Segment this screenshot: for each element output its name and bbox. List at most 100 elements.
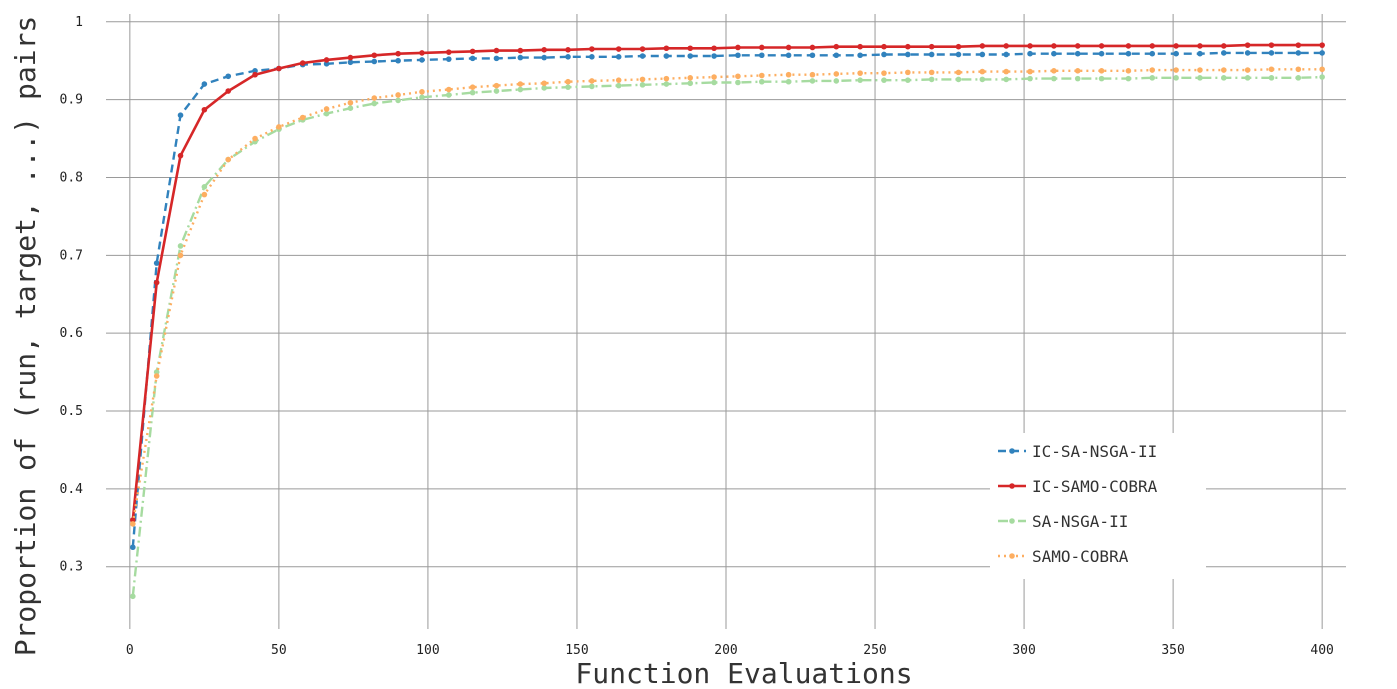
- data-point: [395, 97, 401, 104]
- data-point: [445, 49, 452, 55]
- data-point: [252, 68, 258, 74]
- data-point: [276, 65, 282, 72]
- series-samo-cobra: [130, 66, 1325, 527]
- y-tick-label: 0.5: [60, 404, 83, 419]
- data-point: [928, 43, 935, 50]
- data-point: [1051, 43, 1057, 49]
- y-tick-label: 0.9: [60, 93, 83, 108]
- data-point: [130, 544, 136, 551]
- data-point: [711, 79, 717, 86]
- data-point: [735, 73, 741, 80]
- data-point: [419, 94, 425, 101]
- data-point: [711, 45, 717, 52]
- data-point: [1149, 67, 1156, 73]
- data-point: [928, 51, 935, 58]
- data-point: [1051, 75, 1057, 82]
- data-point: [1027, 75, 1033, 82]
- data-point: [153, 279, 160, 286]
- data-point: [252, 71, 258, 78]
- data-point: [1173, 67, 1179, 73]
- data-point: [323, 106, 330, 112]
- data-point: [589, 54, 595, 60]
- data-point: [979, 43, 986, 49]
- data-point: [347, 59, 354, 66]
- x-tick-label: 200: [714, 643, 737, 658]
- data-point: [1074, 50, 1081, 57]
- data-point: [955, 51, 962, 58]
- data-point: [928, 69, 935, 76]
- legend-marker: [1009, 483, 1015, 489]
- x-tick-label: 150: [565, 643, 588, 658]
- data-point: [371, 100, 378, 107]
- x-tick-label: 50: [271, 643, 287, 658]
- data-point: [1220, 75, 1227, 81]
- data-point: [1244, 67, 1251, 73]
- series-line: [131, 68, 1323, 525]
- legend-item: IC-SA-NSGA-II: [998, 442, 1157, 461]
- data-point: [565, 84, 571, 90]
- data-point: [785, 44, 792, 51]
- data-point: [130, 517, 136, 523]
- data-point: [955, 43, 962, 50]
- data-point: [1319, 42, 1325, 48]
- data-point: [1098, 68, 1105, 74]
- y-tick-label: 1: [75, 15, 83, 30]
- data-point: [758, 52, 765, 59]
- data-point: [1051, 50, 1057, 57]
- x-axis-ticks: 0 50 100 150 200 250 300 350 400: [126, 643, 1334, 658]
- data-point: [663, 45, 670, 52]
- data-point: [469, 48, 476, 55]
- data-point: [758, 78, 765, 85]
- data-point: [1295, 66, 1302, 73]
- data-point: [785, 52, 792, 59]
- data-point: [1319, 74, 1325, 80]
- data-point: [687, 75, 694, 81]
- data-point: [1220, 43, 1227, 49]
- data-point: [371, 58, 378, 65]
- data-point: [1149, 75, 1156, 81]
- data-point: [347, 99, 354, 106]
- data-point: [177, 252, 184, 259]
- data-point: [857, 70, 863, 76]
- data-point: [1027, 68, 1033, 75]
- data-point: [1244, 75, 1251, 81]
- data-point: [1027, 50, 1033, 57]
- x-tick-label: 250: [863, 643, 886, 658]
- legend-label: SAMO-COBRA: [1032, 547, 1129, 566]
- data-point: [177, 112, 184, 119]
- data-point: [1295, 42, 1302, 48]
- data-point: [881, 51, 887, 58]
- data-point: [347, 105, 354, 111]
- data-point: [979, 76, 986, 83]
- data-point: [177, 243, 184, 249]
- data-point: [419, 89, 425, 95]
- y-tick-label: 0.3: [60, 560, 83, 575]
- data-point: [711, 53, 717, 59]
- y-tick-label: 0.6: [60, 326, 83, 341]
- data-point: [517, 47, 524, 54]
- data-point: [225, 73, 232, 80]
- data-point: [1197, 50, 1203, 57]
- y-tick-label: 0.7: [60, 248, 83, 263]
- data-point: [589, 78, 595, 84]
- legend-label: IC-SAMO-COBRA: [1032, 477, 1158, 496]
- data-point: [371, 95, 378, 101]
- data-point: [1074, 68, 1081, 74]
- data-point: [1125, 43, 1132, 49]
- data-point: [1003, 43, 1009, 49]
- data-point: [589, 46, 595, 52]
- data-point: [615, 54, 622, 60]
- data-point: [323, 61, 330, 67]
- legend-marker: [1009, 518, 1015, 524]
- y-axis-title: Proportion of (run, target, ...) pairs: [9, 16, 42, 657]
- data-point: [1173, 75, 1179, 81]
- series-sa-nsga-ii: [130, 74, 1325, 600]
- data-point: [445, 56, 452, 62]
- data-point: [1149, 50, 1156, 57]
- data-point: [928, 76, 935, 83]
- data-point: [323, 57, 330, 63]
- data-point: [1051, 68, 1057, 74]
- data-point: [955, 76, 962, 83]
- data-point: [809, 71, 816, 78]
